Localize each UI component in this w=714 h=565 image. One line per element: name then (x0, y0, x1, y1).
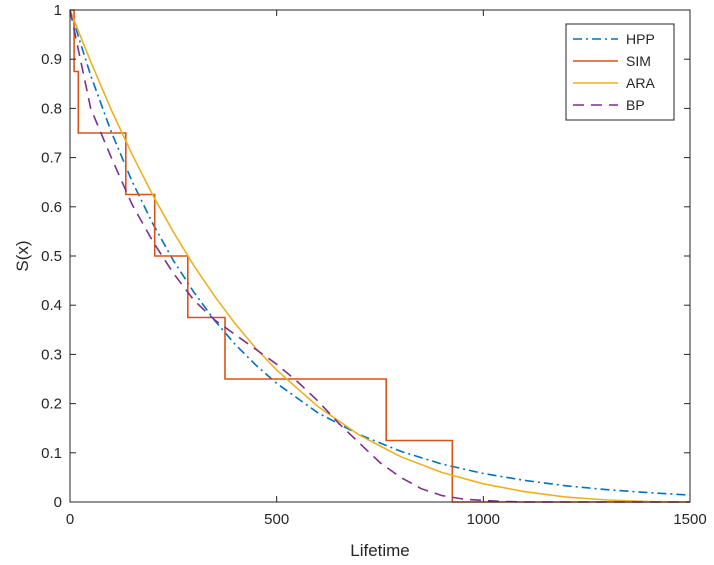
x-tick-label: 0 (66, 511, 74, 528)
series-line-bp (69, 9, 690, 503)
y-tick-label: 0.5 (41, 248, 62, 265)
series-layer (69, 9, 691, 503)
x-tick-label: 500 (264, 511, 289, 528)
legend-label-sim: SIM (626, 53, 651, 69)
series-line-sim (70, 9, 690, 503)
y-tick-label: 1 (54, 2, 62, 19)
legend-label-hpp: HPP (626, 31, 655, 47)
y-axis-title: S(x) (13, 240, 32, 271)
y-tick-label: 0.3 (41, 346, 62, 363)
legend-label-ara: ARA (626, 75, 655, 91)
x-tick-label: 1000 (467, 511, 500, 528)
y-tick-label: 0.8 (41, 100, 62, 117)
legend: HPP SIM ARA BP (565, 23, 675, 121)
x-axis-title: Lifetime (350, 541, 410, 560)
y-tick-label: 0.1 (41, 445, 62, 462)
y-tick-label: 0.6 (41, 199, 62, 216)
y-tick-label: 0.7 (41, 150, 62, 167)
legend-box (565, 23, 675, 121)
y-tick-label: 0 (54, 494, 62, 511)
x-tick-label: 1500 (673, 511, 706, 528)
legend-label-bp: BP (626, 97, 645, 113)
y-tick-label: 0.2 (41, 396, 62, 413)
y-tick-label: 0.9 (41, 51, 62, 68)
axes-layer: 0 500 1000 1500 0 0.1 0.2 0.3 0.4 0.5 0.6 0.7 0.8 0.9… (41, 2, 707, 528)
y-tick-label: 0.4 (41, 297, 62, 314)
series-line-ara (69, 9, 691, 503)
